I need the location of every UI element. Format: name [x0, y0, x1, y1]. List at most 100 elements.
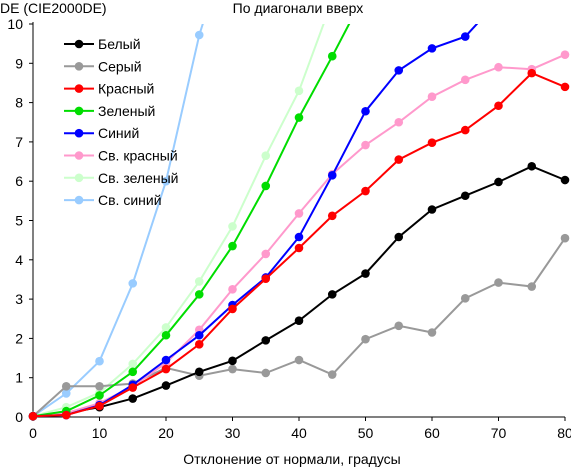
data-point — [527, 282, 537, 291]
data-point — [494, 278, 503, 287]
data-point — [394, 117, 404, 127]
x-tick-label: 10 — [92, 425, 108, 441]
series-3 — [28, 68, 570, 421]
data-point — [61, 410, 71, 420]
data-point — [527, 161, 537, 171]
legend-item: Св. синий — [64, 192, 162, 208]
data-point — [427, 44, 437, 53]
data-point — [228, 304, 237, 314]
data-point — [228, 241, 237, 251]
legend-item: Св. зеленый — [64, 170, 178, 186]
data-point — [61, 389, 71, 398]
legend-item: Серый — [64, 58, 142, 74]
series-line — [32, 24, 325, 418]
data-point — [427, 328, 437, 337]
data-point — [28, 411, 38, 421]
data-point — [95, 356, 104, 366]
data-point — [494, 177, 503, 187]
data-point — [128, 359, 138, 369]
x-tick-label: 80 — [557, 425, 571, 441]
x-tick-label: 20 — [158, 425, 174, 441]
y-tick-label: 5 — [15, 213, 23, 229]
axes: 0 1 2 3 4 5 6 7 8 9 10 0 10 20 30 40 50 60 70 80 — [7, 16, 571, 441]
data-point — [327, 51, 337, 61]
data-point — [327, 370, 337, 379]
data-point — [95, 382, 104, 391]
legend-label: Красный — [98, 81, 154, 97]
data-point — [460, 294, 470, 303]
data-point — [494, 101, 503, 111]
data-point — [361, 269, 370, 278]
data-point — [261, 181, 271, 191]
legend: Белый Серый Красный Зеленый Синий Св. красный… — [64, 36, 178, 208]
data-point — [460, 32, 470, 41]
data-point — [494, 62, 503, 72]
data-point — [460, 125, 470, 135]
data-point — [161, 176, 171, 186]
x-axis-label: Отклонение от нормали, градусы — [183, 451, 400, 467]
data-point — [560, 82, 570, 92]
data-point — [228, 356, 237, 366]
data-point — [394, 66, 404, 75]
data-point — [560, 233, 570, 243]
chart-title: По диагонали вверх — [233, 0, 364, 16]
data-point — [294, 355, 304, 365]
legend-item: Св. красный — [64, 148, 178, 164]
data-point — [261, 368, 271, 378]
data-point — [527, 68, 537, 78]
data-point — [194, 367, 204, 377]
data-point — [128, 383, 138, 392]
y-tick-label: 2 — [15, 330, 23, 346]
legend-swatch-marker — [74, 151, 84, 160]
data-point — [560, 175, 570, 185]
data-point — [228, 364, 237, 374]
data-point — [261, 274, 271, 283]
legend-item: Зеленый — [64, 103, 155, 119]
data-point — [128, 279, 138, 288]
y-tick-label: 8 — [15, 95, 23, 111]
series-line — [32, 237, 566, 417]
legend-swatch-marker — [74, 39, 84, 49]
data-point — [228, 222, 237, 231]
data-point — [294, 232, 304, 242]
legend-label: Серый — [98, 58, 142, 74]
y-tick-label: 4 — [15, 252, 23, 268]
legend-swatch-marker — [74, 173, 84, 183]
data-point — [394, 321, 404, 331]
y-tick-label: 7 — [15, 134, 23, 150]
legend-label: Синий — [98, 125, 139, 141]
data-point — [95, 401, 104, 411]
data-point — [128, 394, 138, 403]
x-tick-label: 70 — [491, 425, 507, 441]
data-point — [427, 138, 437, 147]
x-tick-label: 0 — [29, 425, 37, 441]
data-point — [128, 367, 138, 377]
data-point — [327, 171, 337, 180]
data-point — [361, 140, 370, 150]
y-tick-label: 3 — [15, 291, 23, 307]
legend-label: Св. зеленый — [98, 170, 178, 186]
plot-area — [28, 24, 570, 421]
data-point — [294, 209, 304, 218]
data-point — [194, 277, 204, 286]
x-tick-label: 40 — [291, 425, 307, 441]
legend-label: Св. красный — [98, 148, 178, 164]
data-point — [294, 86, 304, 96]
data-point — [294, 113, 304, 122]
data-point — [361, 334, 370, 344]
legend-item: Белый — [64, 36, 141, 52]
data-point — [194, 339, 204, 349]
data-point — [460, 75, 470, 85]
data-point — [394, 155, 404, 164]
data-point — [161, 381, 171, 390]
series-2 — [28, 233, 570, 421]
data-point — [161, 323, 171, 332]
y-tick-label: 0 — [15, 409, 23, 425]
data-point — [394, 232, 404, 242]
y-tick-label: 6 — [15, 173, 23, 189]
x-tick-label: 60 — [424, 425, 440, 441]
data-point — [560, 50, 570, 59]
data-point — [61, 382, 71, 391]
data-point — [228, 284, 237, 294]
